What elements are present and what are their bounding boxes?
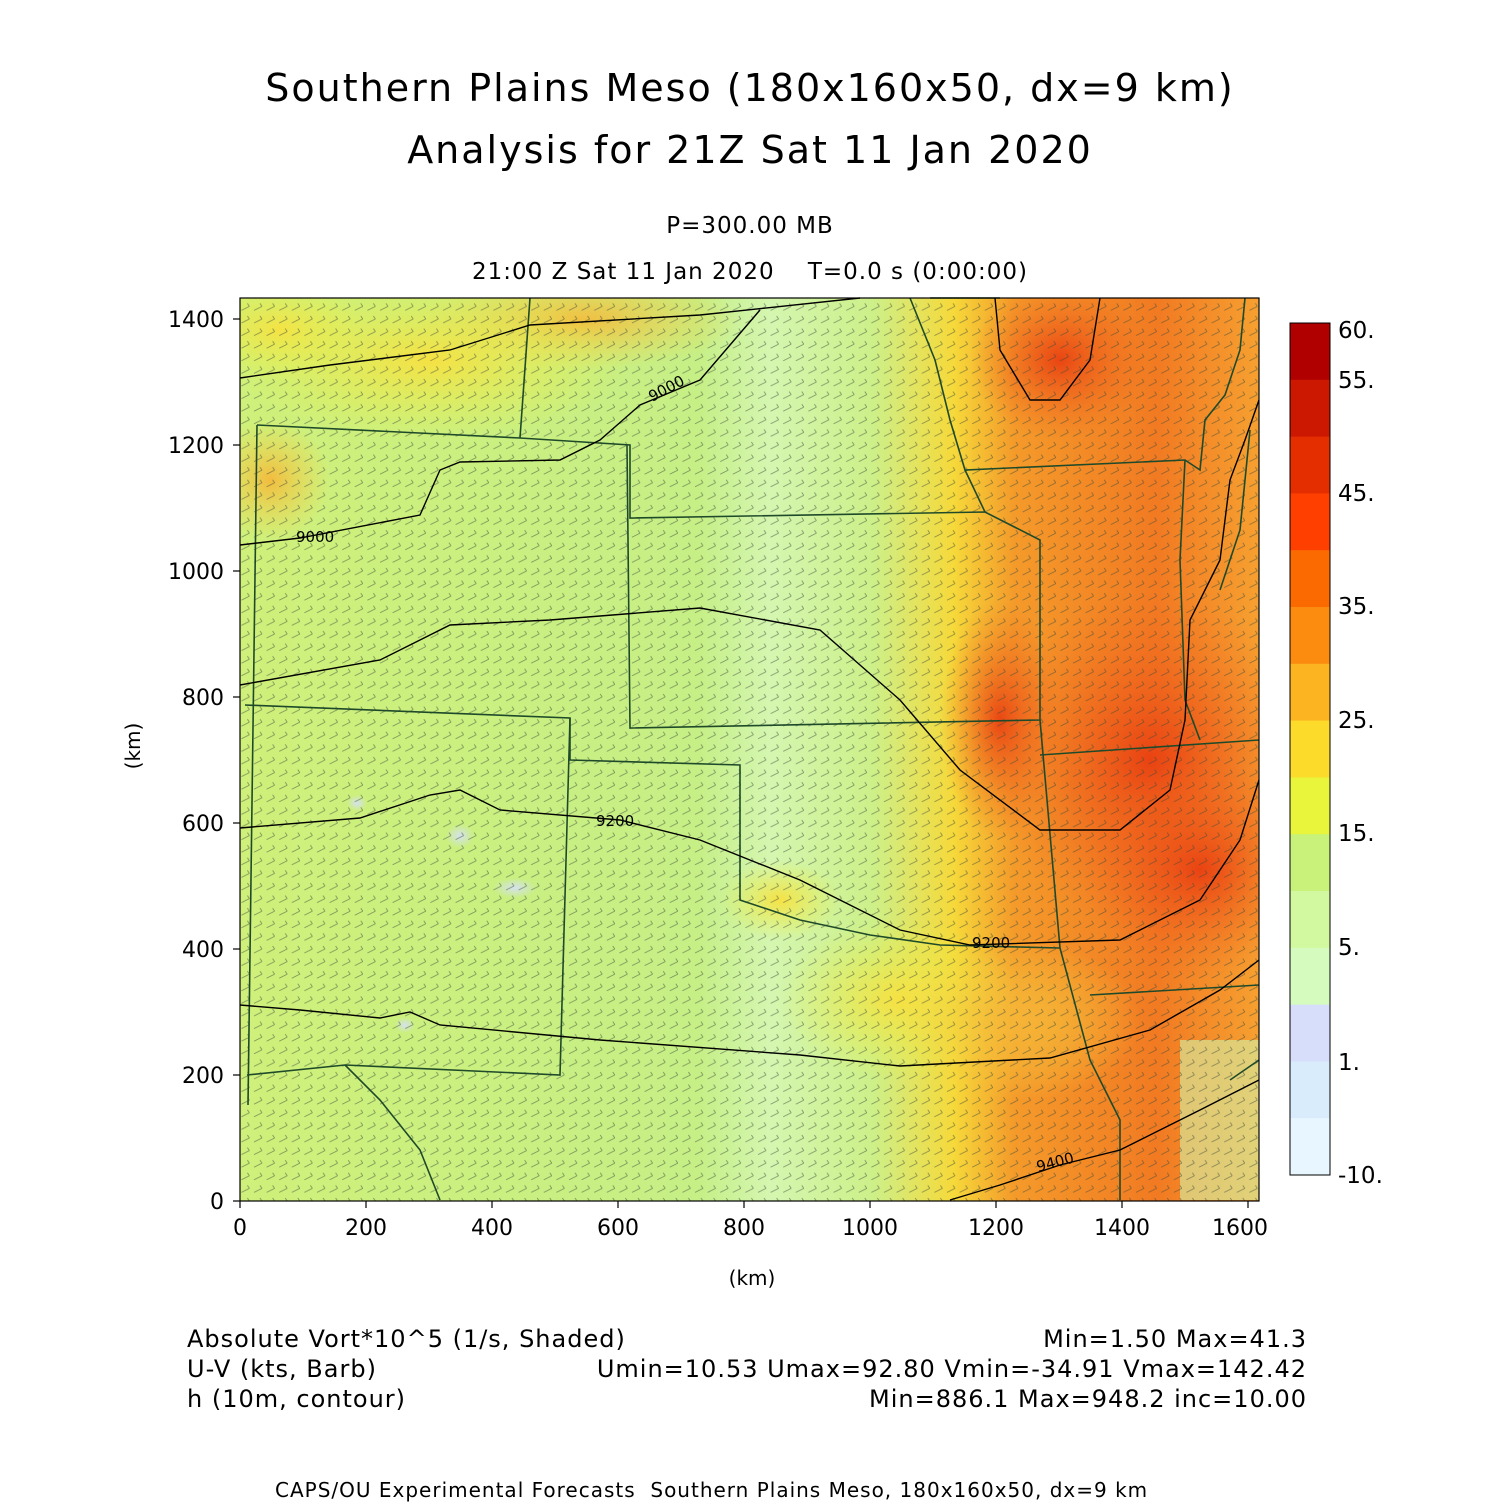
x-tick-label: 0 bbox=[233, 1216, 247, 1241]
x-tick-label: 1600 bbox=[1212, 1216, 1268, 1241]
colorbar-swatch bbox=[1290, 493, 1330, 551]
y-tick-label: 200 bbox=[182, 1064, 224, 1089]
colorbar-swatch bbox=[1290, 720, 1330, 778]
x-axis-label: (km) bbox=[729, 1266, 776, 1290]
colorbar-swatch bbox=[1290, 607, 1330, 665]
colorbar-label: -10. bbox=[1338, 1163, 1383, 1189]
x-tick-label: 600 bbox=[597, 1216, 639, 1241]
x-tick-label: 800 bbox=[723, 1216, 765, 1241]
legend-barb-stats: Umin=10.53 Umax=92.80 Vmin=-34.91 Vmax=1… bbox=[596, 1355, 1307, 1383]
x-tick-labels: 0 200 400 600 800 1000 1200 1400 1600 bbox=[233, 1216, 1268, 1241]
colorbar-label: 35. bbox=[1338, 594, 1375, 620]
y-tick-label: 1000 bbox=[168, 560, 224, 585]
pressure-level: P=300.00 MB bbox=[666, 213, 834, 239]
x-tick-label: 1200 bbox=[968, 1216, 1024, 1241]
contour-label: 9200 bbox=[972, 934, 1010, 952]
x-tick-label: 400 bbox=[471, 1216, 513, 1241]
legend-contour-label: h (10m, contour) bbox=[187, 1385, 407, 1413]
y-axis-label: (km) bbox=[121, 723, 145, 770]
y-tick-label: 0 bbox=[210, 1190, 224, 1215]
colorbar-label: 55. bbox=[1338, 368, 1375, 394]
colorbar-labels: 60. 55. 45. 35. 25. 15. 5. 1. -10. bbox=[1338, 318, 1383, 1189]
title-line-1: Southern Plains Meso (180x160x50, dx=9 k… bbox=[265, 66, 1235, 110]
colorbar-swatch bbox=[1290, 947, 1330, 1006]
y-tick-label: 400 bbox=[182, 938, 224, 963]
x-tick-label: 200 bbox=[345, 1216, 387, 1241]
colorbar-swatch bbox=[1290, 323, 1330, 381]
plot-frame bbox=[239, 297, 1260, 1202]
colorbar-label: 15. bbox=[1338, 821, 1375, 847]
colorbar-label: 5. bbox=[1338, 935, 1360, 961]
y-tick-label: 1400 bbox=[168, 308, 224, 333]
valid-time: 21:00 Z Sat 11 Jan 2020 T=0.0 s (0:00:00… bbox=[472, 259, 1028, 285]
colorbar-label: 60. bbox=[1338, 318, 1375, 344]
colorbar-swatch bbox=[1290, 1004, 1330, 1062]
colorbar-swatch bbox=[1290, 1061, 1330, 1119]
footer-credit: CAPS/OU Experimental Forecasts Southern … bbox=[275, 1478, 1149, 1502]
vorticity-shading bbox=[240, 298, 1259, 1201]
colorbar-swatches bbox=[1290, 323, 1330, 1176]
contour-label: 9000 bbox=[296, 528, 334, 546]
legend-contour-stats: Min=886.1 Max=948.2 inc=10.00 bbox=[869, 1385, 1307, 1413]
colorbar-swatch bbox=[1290, 663, 1330, 722]
y-tick-label: 800 bbox=[182, 686, 224, 711]
colorbar-swatch bbox=[1290, 550, 1330, 608]
colorbar-label: 45. bbox=[1338, 481, 1375, 507]
colorbar-swatch bbox=[1290, 1118, 1330, 1176]
x-tick-label: 1400 bbox=[1094, 1216, 1150, 1241]
legend-shaded-stats: Min=1.50 Max=41.3 bbox=[1043, 1325, 1307, 1353]
colorbar-label: 1. bbox=[1338, 1050, 1360, 1076]
colorbar-label: 25. bbox=[1338, 708, 1375, 734]
y-tick-label: 1200 bbox=[168, 434, 224, 459]
colorbar-swatch bbox=[1290, 777, 1330, 835]
state-boundaries bbox=[244, 297, 1260, 1201]
colorbar-swatch bbox=[1290, 834, 1330, 892]
title-line-2: Analysis for 21Z Sat 11 Jan 2020 bbox=[407, 128, 1093, 172]
colorbar-swatch bbox=[1290, 436, 1330, 494]
colorbar-swatch bbox=[1290, 891, 1330, 949]
contour-label: 9200 bbox=[596, 812, 634, 830]
y-tick-label: 600 bbox=[182, 812, 224, 837]
x-tick-label: 1000 bbox=[842, 1216, 898, 1241]
colorbar: 60. 55. 45. 35. 25. 15. 5. 1. -10. bbox=[1289, 318, 1383, 1189]
legend-barb-label: U-V (kts, Barb) bbox=[187, 1355, 377, 1383]
legend-shaded-label: Absolute Vort*10^5 (1/s, Shaded) bbox=[187, 1325, 626, 1353]
y-tick-labels: 0 200 400 600 800 1000 1200 1400 bbox=[168, 308, 224, 1215]
height-contours bbox=[239, 297, 1260, 1201]
colorbar-swatch bbox=[1290, 379, 1330, 438]
axis-ticks bbox=[233, 318, 1249, 1208]
